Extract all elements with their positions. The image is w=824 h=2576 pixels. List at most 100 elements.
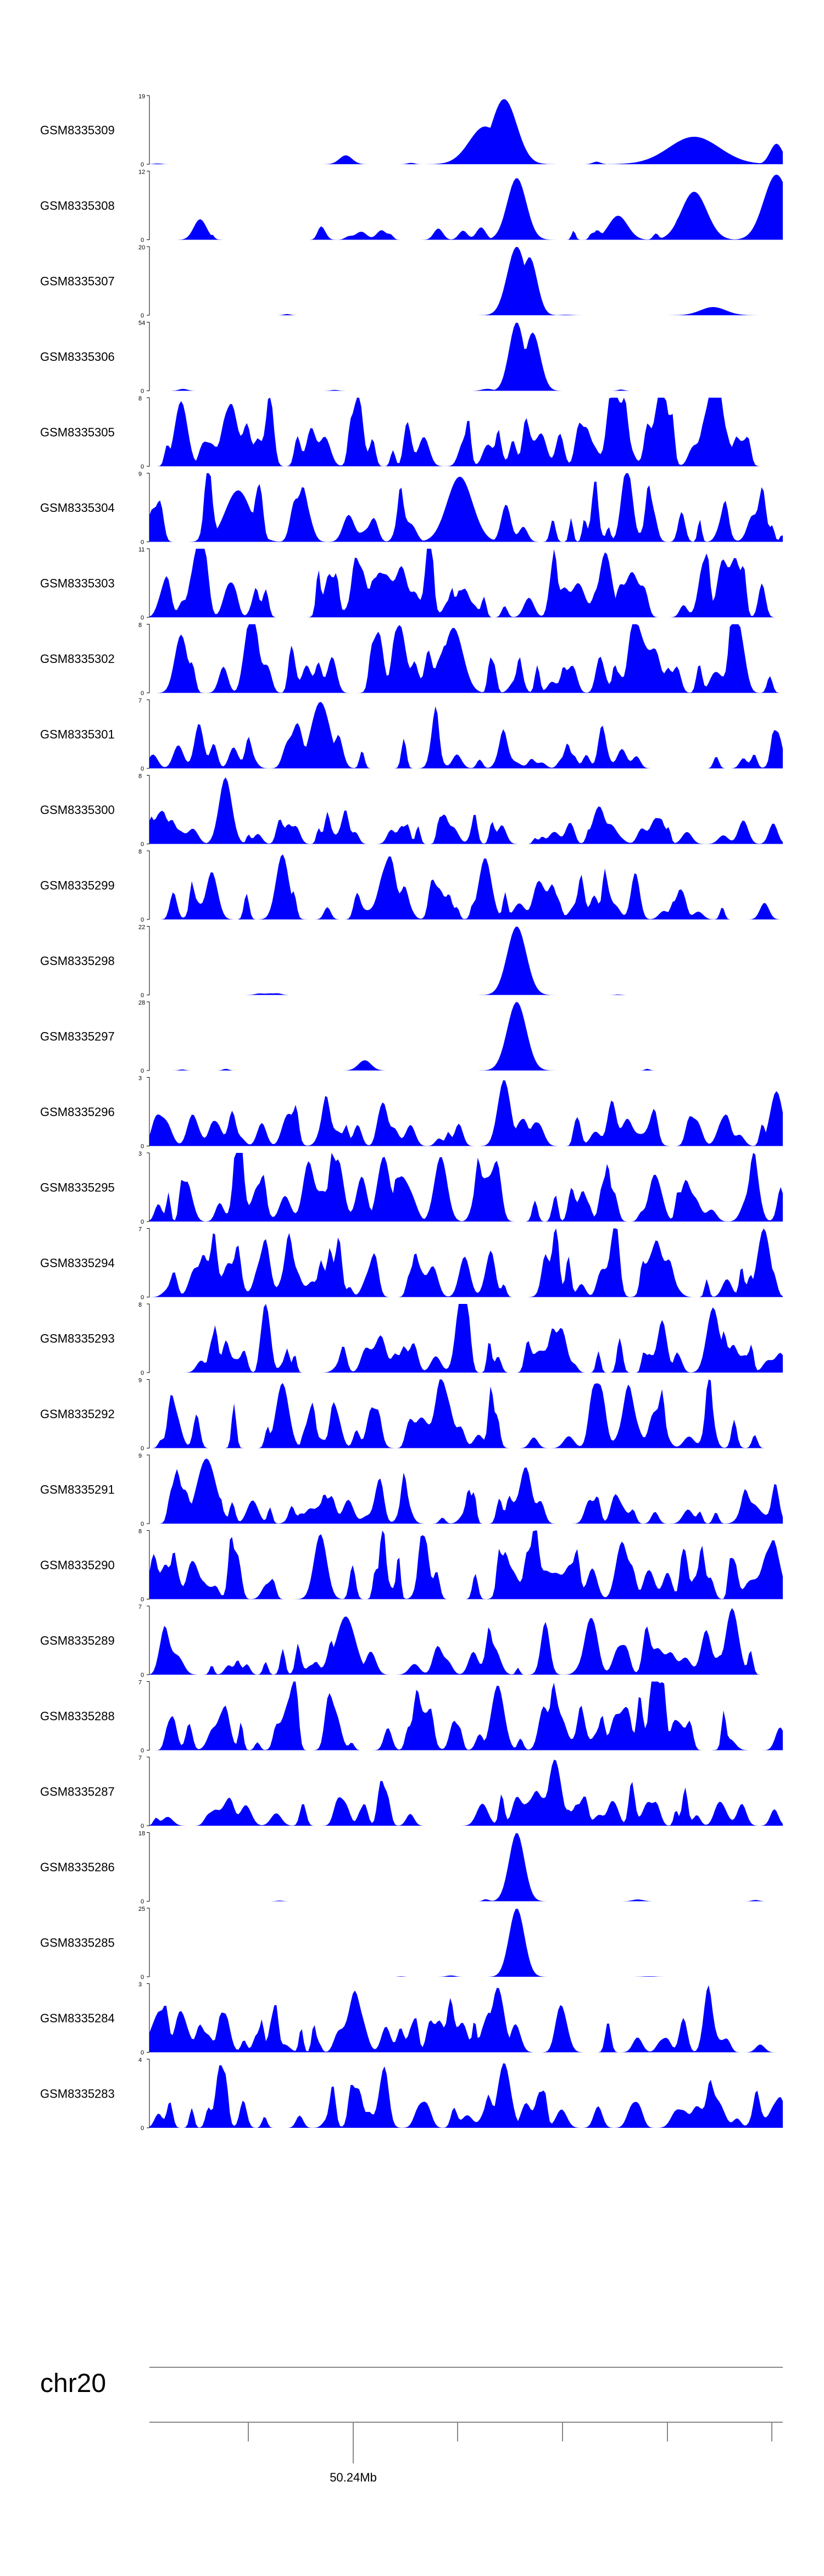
track-signal-area <box>149 1002 783 1070</box>
track-signal-area <box>149 398 783 466</box>
track-GSM8335305: GSM8335305 8 0 <box>40 395 783 470</box>
track-label: GSM8335294 <box>40 1256 115 1270</box>
track-ymin-label: 0 <box>141 1144 144 1150</box>
track-ymin-label: 0 <box>141 161 144 168</box>
track-ymax-label: 4 <box>138 2057 142 2064</box>
track-GSM8335299: GSM8335299 8 0 <box>40 849 783 923</box>
track-signal-area <box>149 1985 783 2053</box>
track-GSM8335293: GSM8335293 8 0 <box>40 1302 783 1376</box>
track-label: GSM8335286 <box>40 1860 115 1874</box>
track-label: GSM8335297 <box>40 1030 115 1044</box>
track-label: GSM8335303 <box>40 577 115 590</box>
track-signal-area <box>149 702 783 768</box>
track-signal-area <box>149 927 783 995</box>
track-ymin-label: 0 <box>141 1899 144 1905</box>
track-label: GSM8335307 <box>40 275 115 288</box>
track-GSM8335302: GSM8335302 8 0 <box>40 622 783 697</box>
track-GSM8335292: GSM8335292 9 0 <box>40 1378 783 1452</box>
track-ymin-label: 0 <box>141 313 144 319</box>
track-ymax-label: 28 <box>138 1000 145 1006</box>
track-ymax-label: 3 <box>138 1982 142 1988</box>
track-ymax-label: 7 <box>138 1604 142 1610</box>
track-label: GSM8335300 <box>40 803 115 817</box>
track-signal-area <box>149 1379 783 1448</box>
track-ymin-label: 0 <box>141 388 144 395</box>
track-ymax-label: 8 <box>138 1302 142 1308</box>
track-ymax-label: 25 <box>138 1906 145 1913</box>
track-label: GSM8335290 <box>40 1558 115 1572</box>
track-GSM8335290: GSM8335290 8 0 <box>40 1529 783 1603</box>
track-GSM8335304: GSM8335304 9 0 <box>40 471 783 546</box>
track-ymin-label: 0 <box>141 539 144 546</box>
track-ymin-label: 0 <box>141 1748 144 1754</box>
track-ymax-label: 11 <box>138 547 144 553</box>
track-signal-area <box>149 1228 783 1297</box>
track-GSM8335303: GSM8335303 11 0 <box>40 547 783 621</box>
track-label: GSM8335301 <box>40 728 115 741</box>
track-GSM8335301: GSM8335301 7 0 <box>40 698 783 772</box>
track-label: GSM8335306 <box>40 350 115 364</box>
track-label: GSM8335309 <box>40 124 115 137</box>
track-ymin-label: 0 <box>141 2125 144 2132</box>
track-GSM8335308: GSM8335308 12 0 <box>40 169 783 244</box>
track-GSM8335300: GSM8335300 8 0 <box>40 773 783 848</box>
track-signal-area <box>149 854 783 919</box>
track-signal-area <box>149 624 783 693</box>
track-GSM8335297: GSM8335297 28 0 <box>40 1000 783 1074</box>
track-ymin-label: 0 <box>141 917 144 923</box>
track-signal-area <box>149 1458 783 1524</box>
track-signal-area <box>149 1608 783 1675</box>
track-ymax-label: 9 <box>138 471 142 478</box>
track-ymax-label: 18 <box>138 1831 145 1837</box>
track-ymin-label: 0 <box>141 1974 144 1981</box>
track-label: GSM8335296 <box>40 1105 115 1119</box>
track-label: GSM8335284 <box>40 2011 115 2025</box>
track-label: GSM8335299 <box>40 879 115 893</box>
track-signal-area <box>149 549 783 617</box>
track-signal-area <box>149 1759 783 1826</box>
track-ymax-label: 3 <box>138 1151 142 1157</box>
track-ymin-label: 0 <box>141 690 144 697</box>
x-tick-label: 50.24Mb <box>330 2471 377 2484</box>
track-ymax-label: 8 <box>138 395 142 402</box>
track-ymax-label: 22 <box>138 924 145 931</box>
track-ymax-label: 19 <box>138 93 145 100</box>
track-ymax-label: 7 <box>138 1680 142 1686</box>
track-ymax-label: 7 <box>138 698 142 704</box>
track-ymin-label: 0 <box>141 615 144 621</box>
track-ymax-label: 8 <box>138 773 142 780</box>
track-signal-area <box>149 322 783 391</box>
track-label: GSM8335305 <box>40 426 115 439</box>
track-ymax-label: 20 <box>138 244 145 251</box>
track-ymax-label: 9 <box>138 1453 142 1459</box>
track-GSM8335289: GSM8335289 7 0 <box>40 1604 783 1679</box>
track-label: GSM8335304 <box>40 501 115 515</box>
track-ymax-label: 8 <box>138 1529 142 1535</box>
chromosome-panel: chr20 <box>40 2367 783 2398</box>
track-ymin-label: 0 <box>141 1295 144 1301</box>
track-ymin-label: 0 <box>141 1823 144 1830</box>
track-label: GSM8335287 <box>40 1785 115 1799</box>
track-ymin-label: 0 <box>141 1521 144 1527</box>
track-signal-area <box>149 1080 783 1146</box>
track-label: GSM8335302 <box>40 652 115 666</box>
track-label: GSM8335295 <box>40 1181 115 1195</box>
track-ymax-label: 8 <box>138 849 142 855</box>
track-signal-area <box>149 2063 783 2128</box>
track-ymax-label: 3 <box>138 1075 142 1082</box>
track-ymax-label: 54 <box>138 320 145 327</box>
track-label: GSM8335291 <box>40 1483 115 1497</box>
track-signal-area <box>149 1681 783 1750</box>
track-ymin-label: 0 <box>141 1446 144 1452</box>
track-ymin-label: 0 <box>141 766 144 772</box>
track-label: GSM8335288 <box>40 1709 115 1723</box>
chromosome-label: chr20 <box>40 2369 106 2398</box>
track-signal-area <box>149 1908 783 1977</box>
track-GSM8335287: GSM8335287 7 0 <box>40 1755 783 1830</box>
track-label: GSM8335308 <box>40 199 115 213</box>
track-signal-area <box>149 1833 783 1902</box>
track-signal-area <box>149 1153 783 1222</box>
track-label: GSM8335293 <box>40 1332 115 1346</box>
track-GSM8335306: GSM8335306 54 0 <box>40 320 783 395</box>
track-label: GSM8335298 <box>40 954 115 968</box>
